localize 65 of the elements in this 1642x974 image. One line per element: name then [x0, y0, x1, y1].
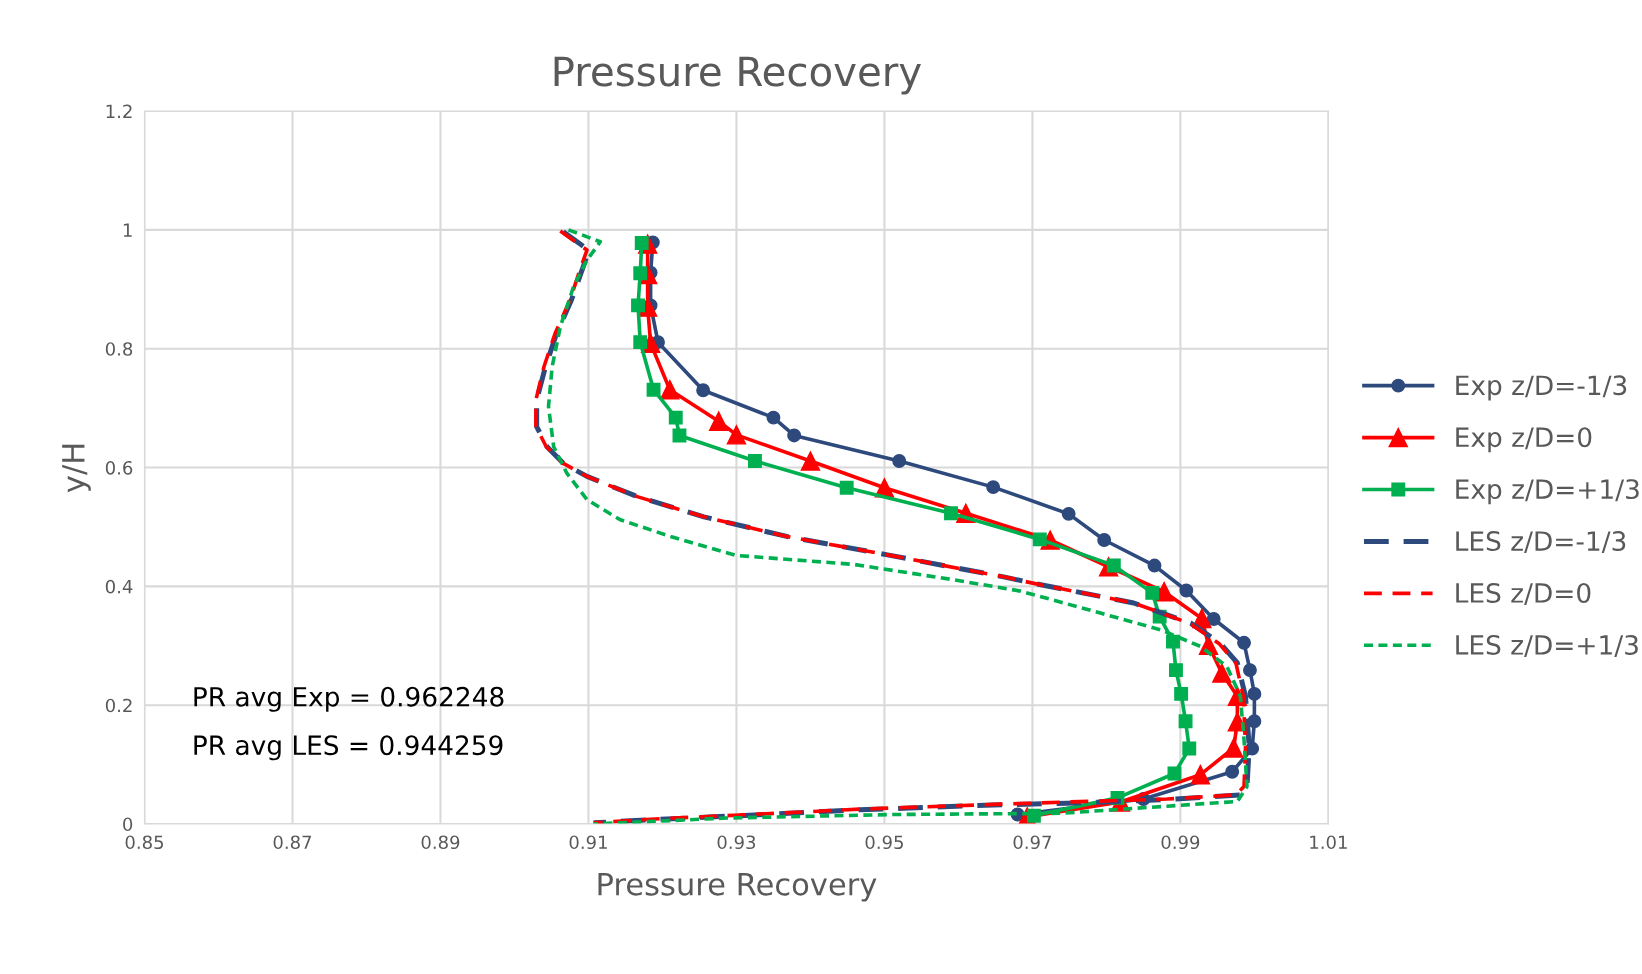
- x-axis-title: Pressure Recovery: [598, 872, 877, 902]
- point: [944, 506, 958, 521]
- legend-label: LES z/D=0: [1456, 583, 1591, 606]
- legend-label: LES z/D=+1/3: [1456, 634, 1638, 657]
- point: [1179, 583, 1194, 598]
- point: [631, 298, 645, 313]
- point: [1237, 635, 1251, 650]
- point: [766, 410, 781, 425]
- chart-title: Pressure Recovery: [554, 56, 921, 95]
- point: [1190, 764, 1211, 785]
- point: [646, 382, 661, 397]
- point: [1178, 714, 1193, 729]
- point: [787, 428, 802, 443]
- point: [660, 379, 680, 400]
- x-tick-label: 0.87: [273, 835, 312, 850]
- point: [672, 428, 687, 443]
- point: [892, 454, 907, 468]
- point: [1026, 808, 1041, 823]
- point: [1247, 686, 1262, 701]
- point: [1166, 634, 1180, 649]
- point: [1032, 532, 1047, 547]
- legend-label: Exp z/D=-1/3: [1456, 375, 1627, 401]
- point: [1243, 663, 1257, 678]
- y-tick-label: 0.6: [105, 460, 133, 475]
- point: [839, 480, 854, 495]
- annotation: PR avg Exp = 0.962248: [194, 686, 504, 712]
- point: [726, 425, 747, 445]
- x-tick-label: 1.01: [1310, 835, 1347, 850]
- legend-label: Exp z/D=0: [1456, 427, 1592, 453]
- point: [1212, 663, 1232, 683]
- y-tick-label: 1.2: [106, 104, 132, 118]
- point: [1174, 686, 1189, 701]
- point: [1225, 764, 1240, 779]
- y-tick-label: 0: [123, 817, 133, 832]
- point: [708, 411, 729, 431]
- point: [1061, 506, 1076, 521]
- point: [986, 480, 1001, 495]
- point: [633, 335, 648, 350]
- point: [1245, 741, 1260, 756]
- legend-label: Exp z/D=+1/3: [1456, 479, 1639, 505]
- x-tick-label: 0.89: [421, 835, 460, 850]
- y-axis-title: y/H: [62, 444, 91, 493]
- y-tick-label: 0.8: [105, 342, 133, 356]
- point: [1147, 558, 1162, 573]
- y-tick-label: 1: [123, 223, 132, 237]
- point: [1145, 585, 1160, 600]
- point: [1182, 741, 1197, 756]
- y-tick-label: 0.4: [105, 579, 133, 594]
- point: [1206, 612, 1221, 626]
- point: [747, 454, 762, 468]
- point: [800, 451, 821, 471]
- legend-label: LES z/D=-1/3: [1456, 531, 1626, 554]
- x-tick-label: 0.85: [125, 835, 164, 850]
- x-tick-label: 0.97: [1013, 835, 1051, 850]
- x-tick-label: 0.99: [1161, 835, 1200, 850]
- point: [1169, 663, 1183, 678]
- y-tick-label: 0.2: [105, 698, 132, 713]
- point: [1223, 738, 1244, 758]
- x-tick-label: 0.95: [865, 835, 903, 850]
- point: [668, 410, 683, 425]
- annotation: PR avg LES = 0.944259: [194, 735, 503, 761]
- x-tick-label: 0.91: [569, 835, 607, 850]
- x-tick-label: 0.93: [717, 835, 756, 850]
- point: [1097, 533, 1112, 547]
- point: [696, 383, 711, 398]
